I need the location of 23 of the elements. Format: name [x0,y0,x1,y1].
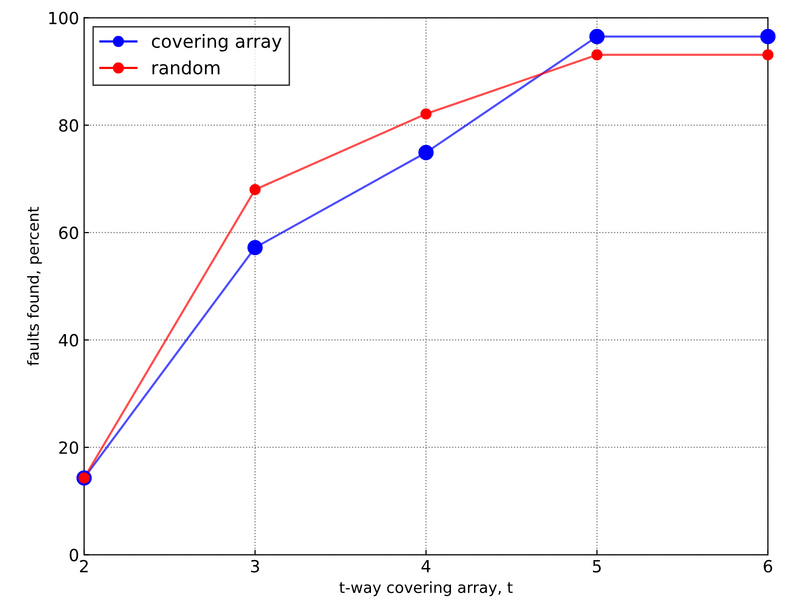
x-tick-label: 3 [251,560,260,573]
y-tick-label: 60 [59,226,78,240]
point [247,240,263,256]
x-tick-label: 2 [80,560,88,572]
x-tick-label: 5 [592,560,601,573]
y-tick-label: 20 [59,441,78,454]
x-tick-label: 6 [764,560,772,573]
legend-label: covering array [152,34,282,52]
legend-label: random [152,60,220,75]
y-tick-label: 100 [49,12,78,24]
point [589,28,605,44]
y-tick-label: 0 [70,548,78,562]
point [250,184,261,196]
point [420,108,432,120]
point [760,28,776,44]
y-tick-label: 80 [59,119,78,132]
x-axis-title: t-way covering array, t [339,581,513,596]
y-tick-label: 40 [58,334,78,347]
point [591,49,603,60]
y-axis-title: faults found, percent [27,206,42,366]
x-tick-label: 4 [422,560,430,572]
point [418,144,434,160]
point [762,49,774,60]
